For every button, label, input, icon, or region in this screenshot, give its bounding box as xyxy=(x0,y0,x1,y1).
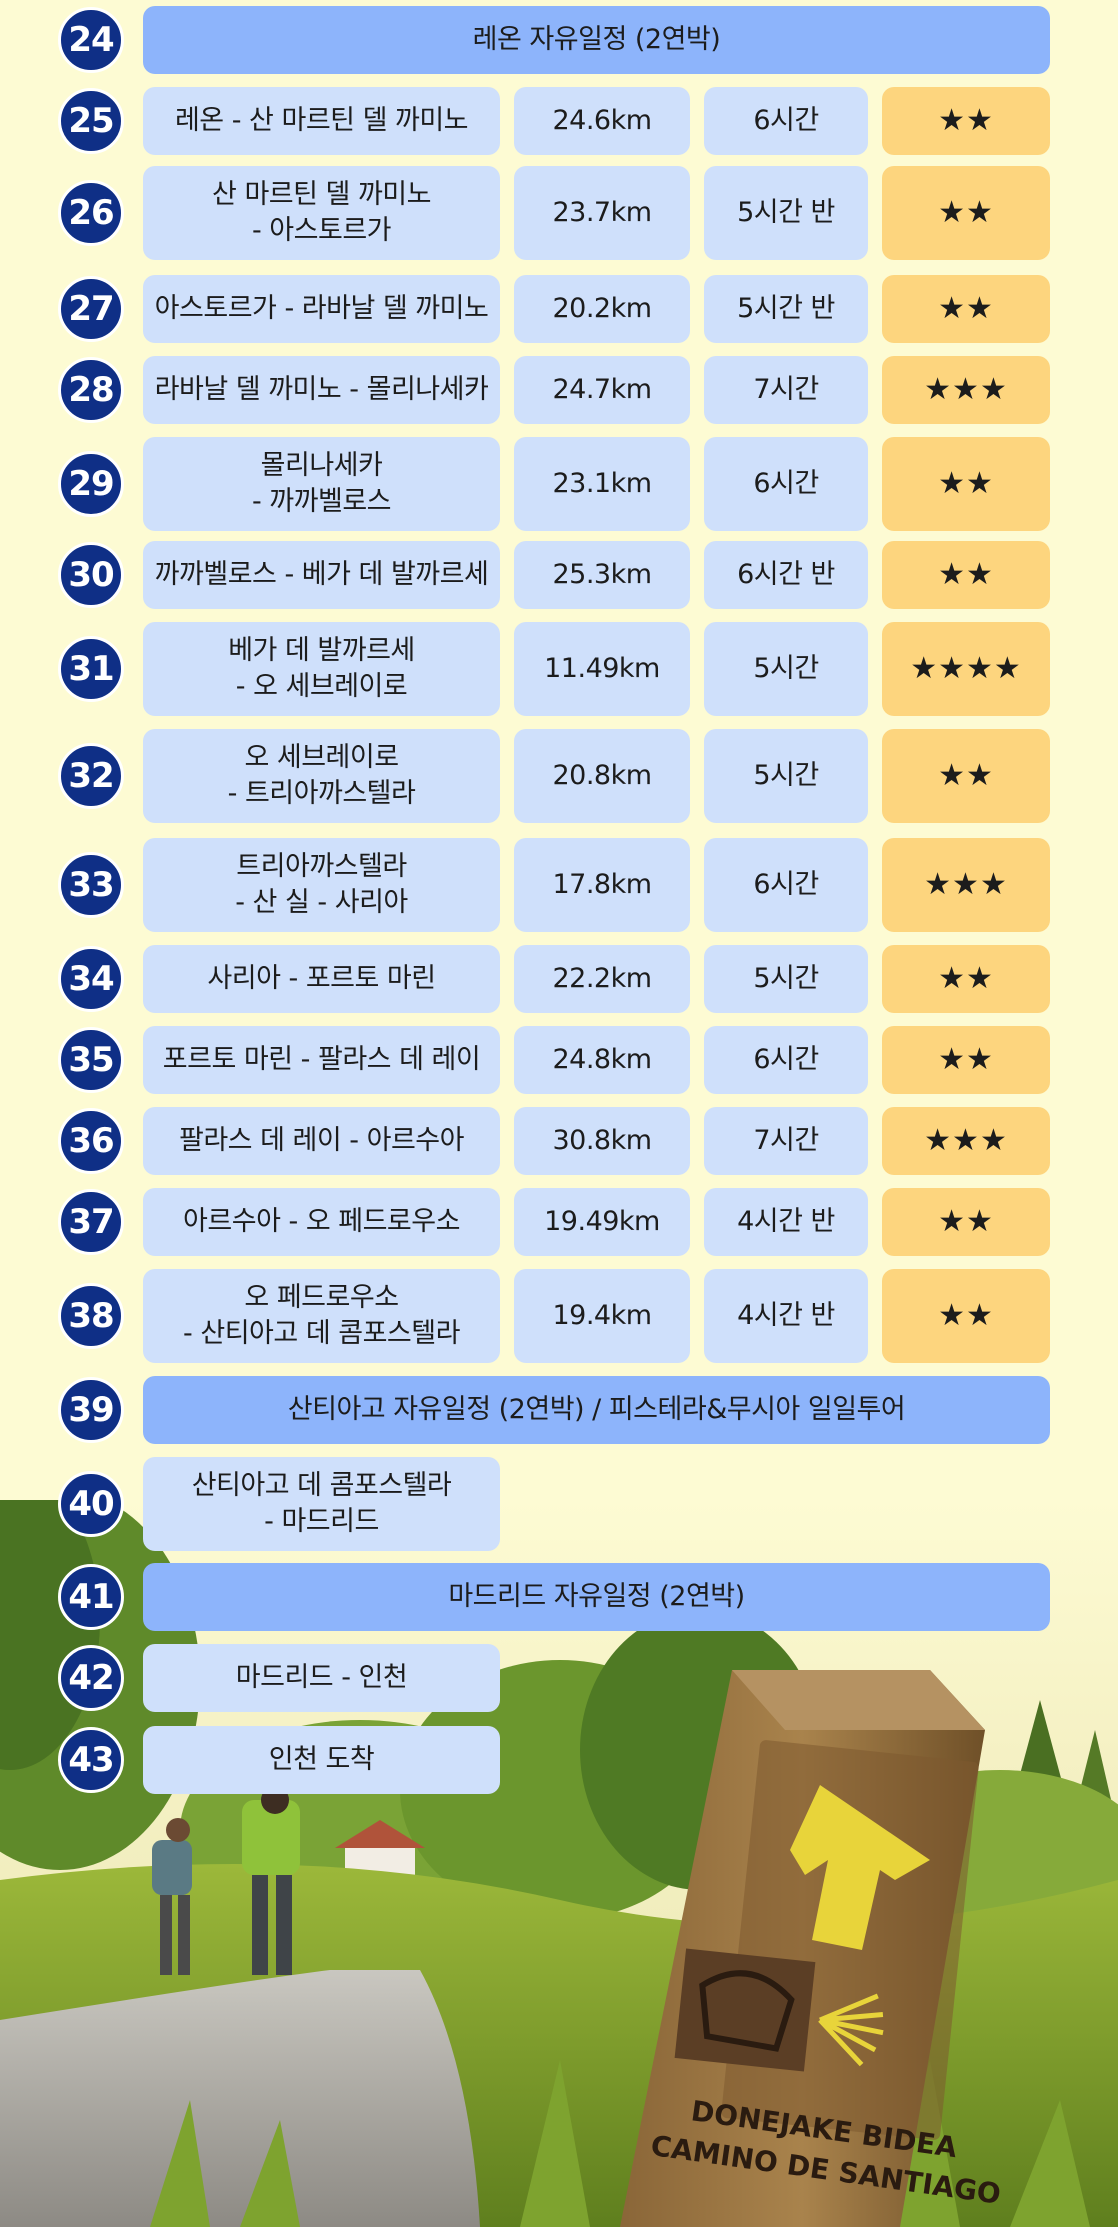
difficulty-stars-cell: ★★ xyxy=(882,1026,1050,1094)
day-number-badge: 27 xyxy=(58,276,124,342)
difficulty-stars-cell: ★★★ xyxy=(882,838,1050,932)
day-number-badge: 43 xyxy=(58,1727,124,1793)
difficulty-stars-cell: ★★ xyxy=(882,275,1050,343)
difficulty-stars-cell: ★★ xyxy=(882,729,1050,823)
distance-cell: 19.49km xyxy=(514,1188,690,1256)
day-number-badge: 28 xyxy=(58,357,124,423)
route-cell: 레온 - 산 마르틴 델 까미노 xyxy=(143,87,500,155)
difficulty-stars-cell: ★★★★ xyxy=(882,622,1050,716)
route-cell: 아스토르가 - 라바날 델 까미노 xyxy=(143,275,500,343)
day-number-badge: 41 xyxy=(58,1564,124,1630)
distance-cell: 30.8km xyxy=(514,1107,690,1175)
free-day-cell: 레온 자유일정 (2연박) xyxy=(143,6,1050,74)
day-number-badge: 26 xyxy=(58,180,124,246)
distance-cell: 20.8km xyxy=(514,729,690,823)
day-number-badge: 24 xyxy=(58,7,124,73)
distance-cell: 24.7km xyxy=(514,356,690,424)
time-cell: 5시간 반 xyxy=(704,275,868,343)
time-cell: 5시간 xyxy=(704,729,868,823)
route-cell: 포르토 마린 - 팔라스 데 레이 xyxy=(143,1026,500,1094)
route-cell: 인천 도착 xyxy=(143,1726,500,1794)
distance-cell: 11.49km xyxy=(514,622,690,716)
route-cell: 팔라스 데 레이 - 아르수아 xyxy=(143,1107,500,1175)
route-cell: 아르수아 - 오 페드로우소 xyxy=(143,1188,500,1256)
day-number-badge: 30 xyxy=(58,542,124,608)
time-cell: 6시간 xyxy=(704,87,868,155)
difficulty-stars-cell: ★★ xyxy=(882,541,1050,609)
difficulty-stars-cell: ★★★ xyxy=(882,356,1050,424)
route-cell: 마드리드 - 인천 xyxy=(143,1644,500,1712)
day-number-badge: 29 xyxy=(58,451,124,517)
distance-cell: 19.4km xyxy=(514,1269,690,1363)
time-cell: 5시간 xyxy=(704,622,868,716)
day-number-badge: 38 xyxy=(58,1283,124,1349)
day-number-badge: 36 xyxy=(58,1108,124,1174)
day-number-badge: 35 xyxy=(58,1027,124,1093)
route-cell: 몰리나세카 - 까까벨로스 xyxy=(143,437,500,531)
route-cell: 오 페드로우소 - 산티아고 데 콤포스텔라 xyxy=(143,1269,500,1363)
route-cell: 트리아까스텔라 - 산 실 - 사리아 xyxy=(143,838,500,932)
hiker-left xyxy=(152,1818,192,1975)
time-cell: 6시간 반 xyxy=(704,541,868,609)
time-cell: 6시간 xyxy=(704,437,868,531)
time-cell: 5시간 반 xyxy=(704,166,868,260)
distance-cell: 17.8km xyxy=(514,838,690,932)
route-cell: 라바날 델 까미노 - 몰리나세카 xyxy=(143,356,500,424)
time-cell: 6시간 xyxy=(704,1026,868,1094)
distance-cell: 24.6km xyxy=(514,87,690,155)
difficulty-stars-cell: ★★ xyxy=(882,945,1050,1013)
day-number-badge: 40 xyxy=(58,1471,124,1537)
itinerary-table: 24 레온 자유일정 (2연박) 25 레온 - 산 마르틴 델 까미노 24.6km 6… xyxy=(58,6,1050,1794)
route-cell: 산티아고 데 콤포스텔라 - 마드리드 xyxy=(143,1457,500,1551)
route-cell: 사리아 - 포르토 마린 xyxy=(143,945,500,1013)
time-cell: 4시간 반 xyxy=(704,1269,868,1363)
free-day-cell: 산티아고 자유일정 (2연박) / 피스테라&무시아 일일투어 xyxy=(143,1376,1050,1444)
camino-sign-post xyxy=(620,1670,985,2227)
day-number-badge: 31 xyxy=(58,636,124,702)
difficulty-stars-cell: ★★★ xyxy=(882,1107,1050,1175)
time-cell: 5시간 xyxy=(704,945,868,1013)
time-cell: 4시간 반 xyxy=(704,1188,868,1256)
day-number-badge: 42 xyxy=(58,1645,124,1711)
difficulty-stars-cell: ★★ xyxy=(882,1269,1050,1363)
time-cell: 7시간 xyxy=(704,356,868,424)
time-cell: 7시간 xyxy=(704,1107,868,1175)
difficulty-stars-cell: ★★ xyxy=(882,1188,1050,1256)
difficulty-stars-cell: ★★ xyxy=(882,437,1050,531)
distance-cell: 20.2km xyxy=(514,275,690,343)
route-cell: 오 세브레이로 - 트리아까스텔라 xyxy=(143,729,500,823)
day-number-badge: 34 xyxy=(58,946,124,1012)
difficulty-stars-cell: ★★ xyxy=(882,166,1050,260)
day-number-badge: 33 xyxy=(58,852,124,918)
distance-cell: 25.3km xyxy=(514,541,690,609)
day-number-badge: 32 xyxy=(58,743,124,809)
distance-cell: 22.2km xyxy=(514,945,690,1013)
hiker-right xyxy=(242,1786,300,1975)
route-cell: 산 마르틴 델 까미노 - 아스토르가 xyxy=(143,166,500,260)
day-number-badge: 39 xyxy=(58,1377,124,1443)
time-cell: 6시간 xyxy=(704,838,868,932)
route-cell: 베가 데 발까르세 - 오 세브레이로 xyxy=(143,622,500,716)
difficulty-stars-cell: ★★ xyxy=(882,87,1050,155)
day-number-badge: 25 xyxy=(58,88,124,154)
day-number-badge: 37 xyxy=(58,1189,124,1255)
distance-cell: 23.7km xyxy=(514,166,690,260)
route-cell: 까까벨로스 - 베가 데 발까르세 xyxy=(143,541,500,609)
free-day-cell: 마드리드 자유일정 (2연박) xyxy=(143,1563,1050,1631)
distance-cell: 23.1km xyxy=(514,437,690,531)
distance-cell: 24.8km xyxy=(514,1026,690,1094)
